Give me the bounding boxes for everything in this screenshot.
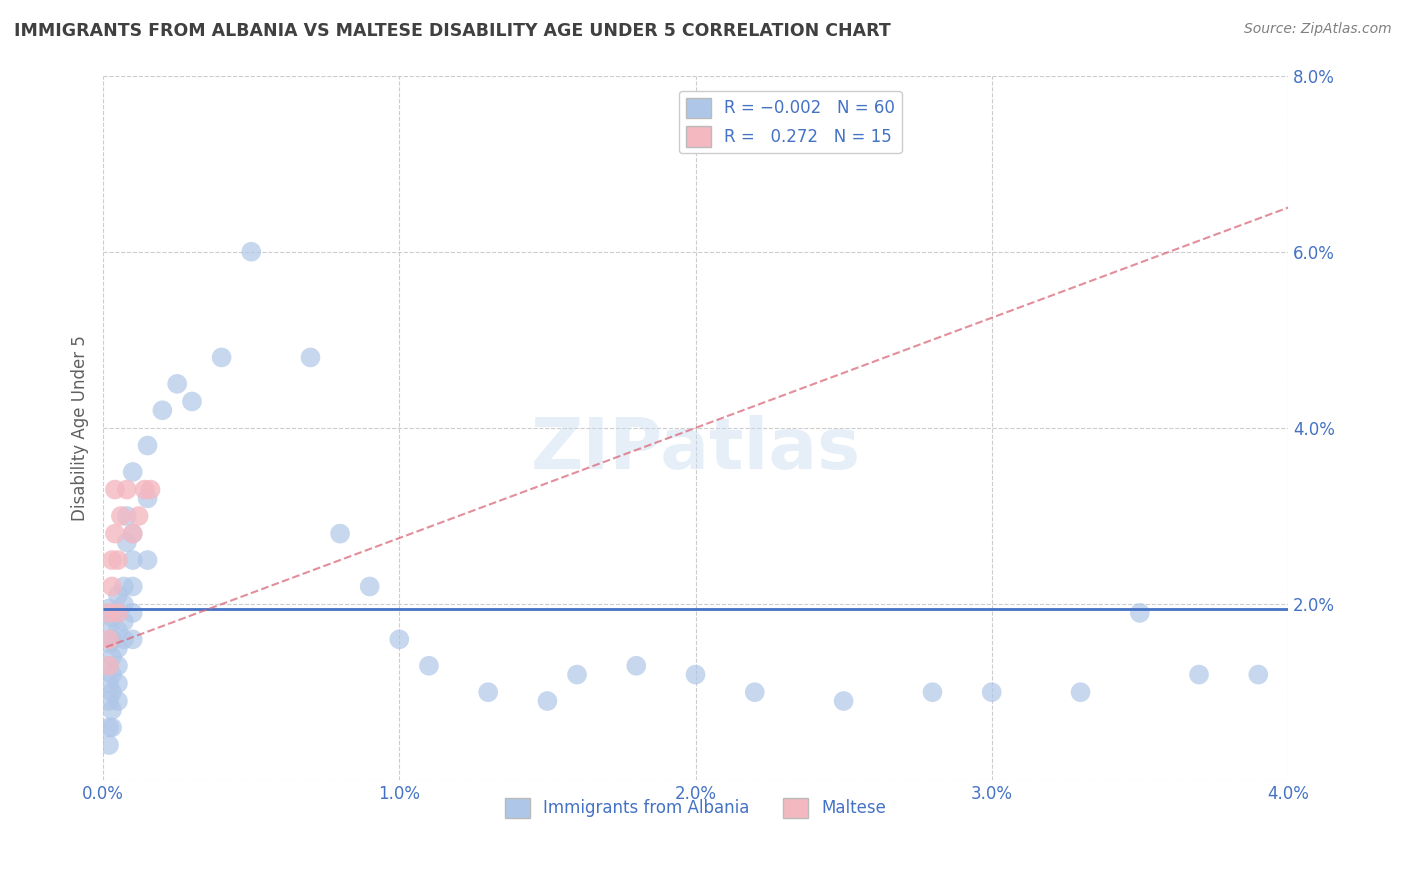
Point (107, 606, 129, 620)
Point (121, 606, 143, 620)
Point (166, 376, 188, 391)
Point (136, 438, 159, 452)
Point (388, 632, 411, 647)
Point (115, 535, 138, 549)
Point (98, 738, 121, 752)
Point (299, 351, 322, 365)
Point (107, 641, 129, 656)
Point (1070, 685, 1092, 699)
Point (115, 483, 138, 497)
Point (112, 632, 135, 647)
Point (832, 694, 855, 708)
Point (107, 694, 129, 708)
Point (112, 597, 135, 611)
Point (139, 483, 162, 497)
Point (565, 667, 588, 681)
Point (121, 579, 143, 593)
Point (101, 579, 124, 593)
Point (107, 658, 129, 673)
Point (101, 721, 124, 735)
Point (98, 606, 121, 620)
Point (104, 483, 127, 497)
Point (98, 694, 121, 708)
Point (101, 632, 124, 647)
Point (112, 615, 135, 629)
Point (359, 579, 381, 593)
Text: IMMIGRANTS FROM ALBANIA VS MALTESE DISABILITY AGE UNDER 5 CORRELATION CHART: IMMIGRANTS FROM ALBANIA VS MALTESE DISAB… (14, 22, 891, 40)
Point (101, 667, 124, 681)
Point (121, 526, 143, 541)
Point (98, 637, 121, 651)
Point (112, 579, 135, 593)
Point (685, 667, 707, 681)
Point (626, 658, 648, 673)
Point (98, 619, 121, 633)
Point (110, 508, 132, 523)
Point (107, 624, 129, 638)
Point (536, 694, 558, 708)
Point (136, 553, 159, 567)
Point (121, 632, 143, 647)
Point (329, 526, 352, 541)
Text: ZIPatlas: ZIPatlas (530, 415, 860, 483)
Point (980, 685, 1002, 699)
Point (121, 553, 143, 567)
Point (107, 553, 129, 567)
Point (744, 685, 766, 699)
Point (98, 632, 121, 647)
Point (211, 351, 233, 365)
Point (150, 403, 173, 417)
Point (1247, 667, 1270, 681)
Legend: Immigrants from Albania, Maltese: Immigrants from Albania, Maltese (498, 791, 893, 825)
Point (98, 658, 121, 673)
Point (921, 685, 943, 699)
Point (104, 526, 127, 541)
Point (418, 658, 440, 673)
Point (121, 465, 143, 479)
Point (98, 721, 121, 735)
Text: Source: ZipAtlas.com: Source: ZipAtlas.com (1244, 22, 1392, 37)
Point (98, 658, 121, 673)
Point (128, 508, 150, 523)
Point (1188, 667, 1211, 681)
Point (101, 685, 124, 699)
Point (107, 588, 129, 602)
Point (101, 650, 124, 665)
Point (181, 394, 204, 409)
Point (101, 610, 124, 624)
Point (115, 508, 138, 523)
Point (1129, 606, 1152, 620)
Point (134, 483, 156, 497)
Point (136, 491, 159, 506)
Point (101, 703, 124, 717)
Y-axis label: Disability Age Under 5: Disability Age Under 5 (72, 335, 89, 521)
Point (477, 685, 499, 699)
Point (101, 553, 124, 567)
Point (107, 606, 129, 620)
Point (107, 676, 129, 690)
Point (240, 244, 263, 259)
Point (98, 676, 121, 690)
Point (121, 526, 143, 541)
Point (98, 601, 121, 615)
